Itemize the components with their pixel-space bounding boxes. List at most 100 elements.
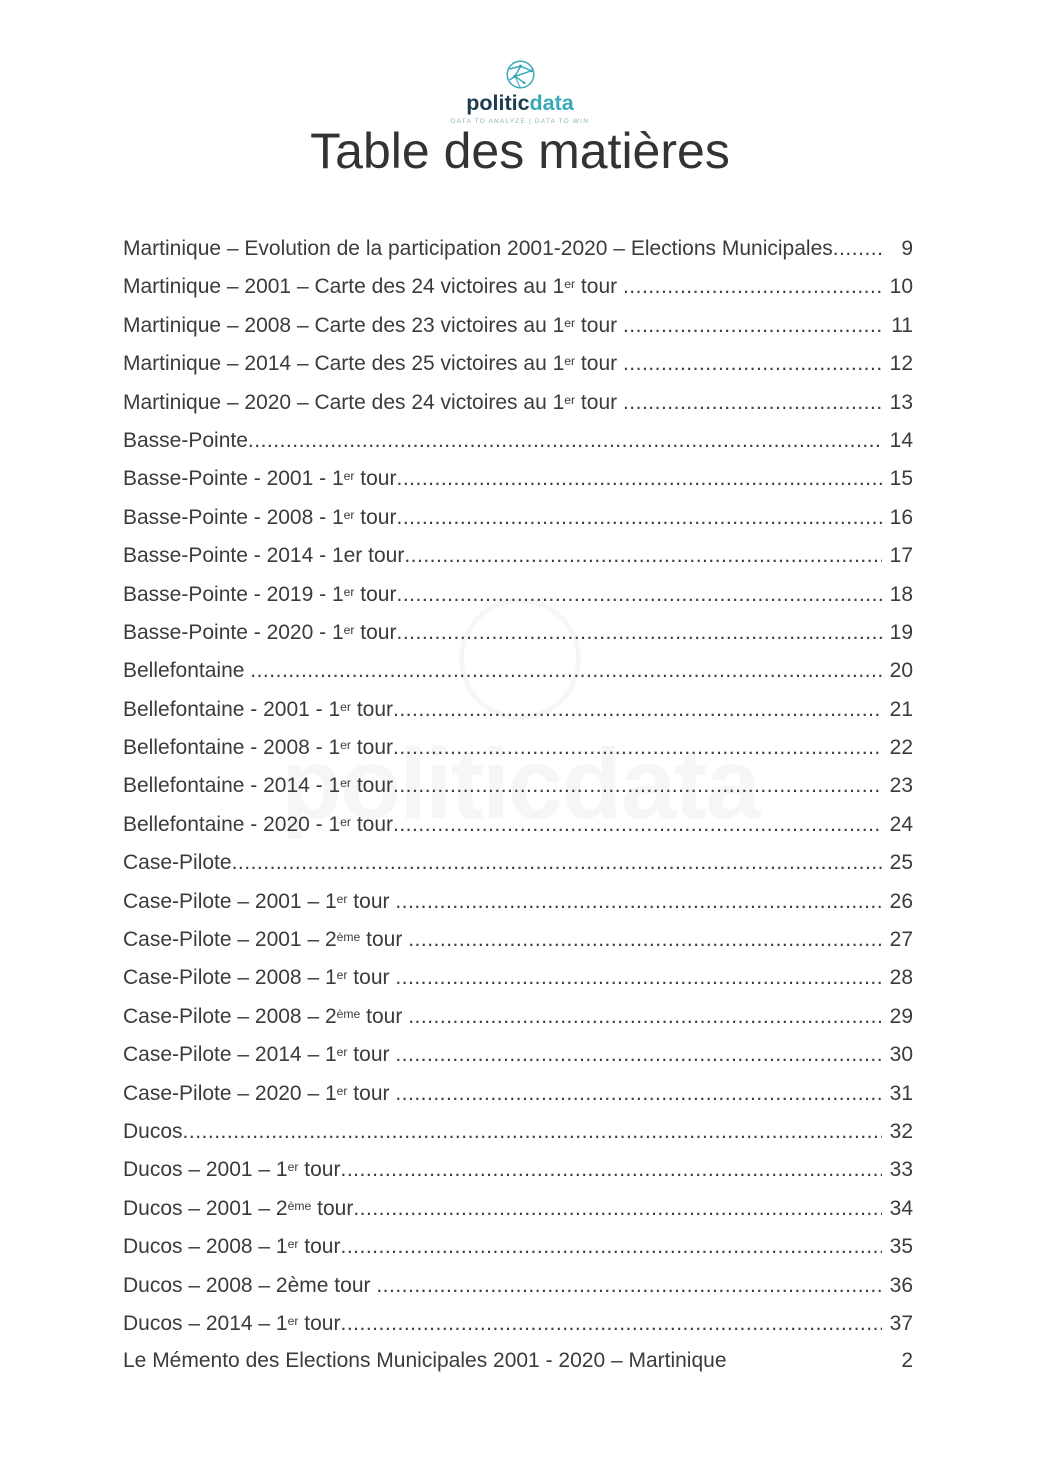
toc-entry-page: 9 bbox=[901, 237, 913, 260]
toc-entry[interactable]: Case-Pilote – 2014 – 1er tour ..........… bbox=[123, 1036, 913, 1074]
toc-entry-title: Ducos – 2001 – 2ème tour bbox=[123, 1196, 354, 1220]
toc-entry-title: Martinique – 2020 – Carte des 24 victoir… bbox=[123, 390, 623, 414]
dot-leader: ........................................… bbox=[396, 620, 882, 644]
toc-entry-page: 10 bbox=[889, 275, 913, 299]
toc-entry[interactable]: Ducos – 2001 – 2ème tour................… bbox=[123, 1190, 913, 1228]
toc-entry-title: Martinique – 2001 – Carte des 24 victoir… bbox=[123, 275, 623, 299]
toc-entry[interactable]: Case-Pilote – 2008 – 1er tour ..........… bbox=[123, 959, 913, 997]
toc-entry[interactable]: Case-Pilote – 2020 – 1er tour ..........… bbox=[123, 1075, 913, 1113]
toc-entry-title: Basse-Pointe - 2019 - 1er tour bbox=[123, 582, 397, 606]
toc-entry-title: Ducos – 2008 – 1er tour bbox=[123, 1235, 341, 1259]
toc-entry-title: Case-Pilote – 2008 – 2ème tour bbox=[123, 1004, 409, 1028]
dot-leader: ........................................… bbox=[395, 889, 882, 913]
toc-entry[interactable]: Bellefontaine - 2020 - 1er tour.........… bbox=[123, 806, 913, 844]
dot-leader: ........................................… bbox=[622, 352, 882, 376]
toc-entry-page: 35 bbox=[889, 1235, 913, 1259]
toc-entry-page: 31 bbox=[889, 1081, 913, 1105]
toc-entry-page: 12 bbox=[889, 352, 913, 376]
toc-entry[interactable]: Case-Pilote – 2008 – 2ème tour .........… bbox=[123, 998, 913, 1036]
toc-entry-page: 14 bbox=[889, 428, 913, 452]
dot-leader: ........................................… bbox=[247, 428, 882, 452]
toc-entry[interactable]: Case-Pilote.............................… bbox=[123, 844, 913, 882]
dot-leader: ........................................… bbox=[832, 237, 882, 260]
toc-entry-title: Case-Pilote – 2020 – 1er tour bbox=[123, 1081, 396, 1105]
toc-entry[interactable]: Ducos – 2008 – 1er tour.................… bbox=[123, 1228, 913, 1266]
dot-leader: ........................................… bbox=[340, 1311, 882, 1335]
toc-entry[interactable]: Basse-Pointe - 2020 - 1er tour..........… bbox=[123, 614, 913, 652]
toc-entry-title: Ducos – 2001 – 1er tour bbox=[123, 1158, 341, 1182]
toc-entry[interactable]: Ducos – 2001 – 1er tour.................… bbox=[123, 1151, 913, 1189]
dot-leader: ........................................… bbox=[395, 1043, 882, 1067]
toc-entry-title: Bellefontaine - 2008 - 1er tour bbox=[123, 736, 394, 760]
logo: politicdata DATA TO ANALYZE | DATA TO WI… bbox=[0, 58, 1040, 125]
toc-entry-title: Case-Pilote – 2001 – 1er tour bbox=[123, 889, 396, 913]
toc-entry-page: 18 bbox=[889, 582, 913, 606]
toc-entry-page: 26 bbox=[889, 889, 913, 913]
logo-brand-dark: politic bbox=[466, 91, 530, 115]
dot-leader: ........................................… bbox=[396, 467, 882, 491]
toc-entry-title: Bellefontaine - 2001 - 1er tour bbox=[123, 697, 394, 721]
toc-entry-title: Basse-Pointe - 2014 - 1er tour bbox=[123, 544, 405, 568]
toc-entry-title: Bellefontaine bbox=[123, 659, 251, 683]
toc-entry[interactable]: Case-Pilote – 2001 – 2ème tour .........… bbox=[123, 921, 913, 959]
toc-entry[interactable]: Basse-Pointe - 2008 - 1er tour..........… bbox=[123, 499, 913, 537]
dot-leader: ........................................… bbox=[250, 659, 882, 683]
toc-entry-title: Martinique – Evolution de la participati… bbox=[123, 237, 833, 260]
toc-entry[interactable]: Martinique – Evolution de la participati… bbox=[123, 230, 913, 268]
toc-entry[interactable]: Bellefontaine - 2001 - 1er tour.........… bbox=[123, 691, 913, 729]
toc-entry[interactable]: Basse-Pointe - 2001 - 1er tour..........… bbox=[123, 460, 913, 498]
toc-entry[interactable]: Basse-Pointe............................… bbox=[123, 422, 913, 460]
toc-entry[interactable]: Ducos – 2014 – 1er tour.................… bbox=[123, 1305, 913, 1343]
dot-leader: ........................................… bbox=[353, 1196, 882, 1220]
logo-brand-accent: data bbox=[529, 91, 574, 115]
dot-leader: ........................................… bbox=[404, 544, 882, 568]
toc-entry-title: Bellefontaine - 2020 - 1er tour bbox=[123, 812, 394, 836]
dot-leader: ........................................… bbox=[396, 582, 882, 606]
globe-network-icon bbox=[505, 60, 535, 89]
toc-entry-page: 23 bbox=[889, 774, 913, 798]
dot-leader: ........................................… bbox=[340, 1235, 882, 1259]
toc-entry[interactable]: Bellefontaine ..........................… bbox=[123, 652, 913, 690]
toc-entry-title: Ducos – 2014 – 1er tour bbox=[123, 1311, 341, 1335]
toc-entry-page: 34 bbox=[889, 1196, 913, 1220]
toc-entry-page: 30 bbox=[889, 1043, 913, 1067]
toc-entry-page: 17 bbox=[889, 544, 913, 568]
toc-entry[interactable]: Basse-Pointe - 2014 - 1er tour..........… bbox=[123, 537, 913, 575]
toc-entry[interactable]: Bellefontaine - 2014 - 1er tour.........… bbox=[123, 767, 913, 805]
dot-leader: ........................................… bbox=[340, 1158, 882, 1182]
toc-entry-page: 37 bbox=[889, 1311, 913, 1335]
toc-entry[interactable]: Martinique – 2008 – Carte des 23 victoir… bbox=[123, 307, 913, 345]
toc-entry-page: 36 bbox=[889, 1273, 913, 1297]
toc-entry-title: Case-Pilote bbox=[123, 851, 232, 875]
toc-entry[interactable]: Bellefontaine - 2008 - 1er tour.........… bbox=[123, 729, 913, 767]
logo-wordmark: politicdata bbox=[466, 91, 574, 116]
dot-leader: ........................................… bbox=[395, 966, 882, 990]
toc-entry-page: 11 bbox=[891, 313, 913, 337]
toc-entry[interactable]: Ducos – 2008 – 2ème tour ...............… bbox=[123, 1267, 913, 1305]
logo-tagline: DATA TO ANALYZE | DATA TO WIN bbox=[450, 117, 590, 125]
page-footer: Le Mémento des Elections Municipales 200… bbox=[123, 1348, 913, 1373]
dot-leader: ........................................… bbox=[408, 928, 882, 952]
toc-entry[interactable]: Case-Pilote – 2001 – 1er tour ..........… bbox=[123, 883, 913, 921]
toc-list: Martinique – Evolution de la participati… bbox=[123, 230, 913, 1343]
dot-leader: ........................................… bbox=[395, 1081, 882, 1105]
dot-leader: ........................................… bbox=[376, 1273, 882, 1297]
toc-entry[interactable]: Basse-Pointe - 2019 - 1er tour..........… bbox=[123, 576, 913, 614]
toc-entry[interactable]: Ducos...................................… bbox=[123, 1113, 913, 1151]
toc-entry[interactable]: Martinique – 2020 – Carte des 24 victoir… bbox=[123, 384, 913, 422]
toc-entry[interactable]: Martinique – 2014 – Carte des 25 victoir… bbox=[123, 345, 913, 383]
dot-leader: ........................................… bbox=[231, 851, 882, 875]
dot-leader: ........................................… bbox=[393, 697, 882, 721]
dot-leader: ........................................… bbox=[182, 1119, 882, 1143]
dot-leader: ........................................… bbox=[408, 1004, 882, 1028]
toc-entry-page: 22 bbox=[889, 736, 913, 760]
toc-entry-title: Martinique – 2014 – Carte des 25 victoir… bbox=[123, 352, 623, 376]
toc-entry-page: 19 bbox=[889, 620, 913, 644]
dot-leader: ........................................… bbox=[622, 390, 882, 414]
toc-entry-page: 13 bbox=[889, 390, 913, 414]
toc-entry-title: Ducos bbox=[123, 1119, 183, 1143]
toc-entry-page: 28 bbox=[889, 966, 913, 990]
toc-entry-page: 32 bbox=[889, 1119, 913, 1143]
toc-entry[interactable]: Martinique – 2001 – Carte des 24 victoir… bbox=[123, 268, 913, 306]
toc-entry-page: 15 bbox=[889, 467, 913, 491]
